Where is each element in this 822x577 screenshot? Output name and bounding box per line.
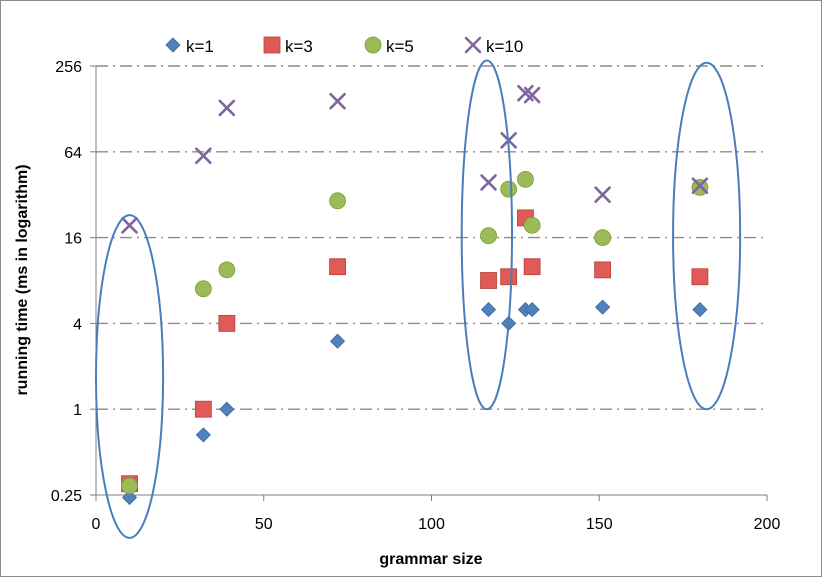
point-k-5-x32 xyxy=(194,280,212,298)
point-k-3-x72 xyxy=(329,258,346,276)
x-tick-label-50: 50 xyxy=(255,516,273,533)
legend-label-k-10: k=10 xyxy=(486,37,523,56)
point-k-3-x32 xyxy=(194,400,212,418)
point-k-10-x151 xyxy=(594,186,611,203)
legend-marker-k-10 xyxy=(464,36,482,54)
point-k-10-x117 xyxy=(480,174,497,191)
legend-label-k-5: k=5 xyxy=(386,37,414,56)
point-k-5-x128 xyxy=(517,170,534,188)
x-axis-title: grammar size xyxy=(379,551,482,568)
series-k-1 xyxy=(121,299,708,506)
point-k-10-x72 xyxy=(329,92,346,110)
legend: k=1 k=3 k=5 k=10 xyxy=(165,36,523,56)
point-k-10-x130 xyxy=(523,86,541,104)
axes xyxy=(95,66,767,496)
point-k-5-x72 xyxy=(329,192,346,210)
x-tick-label-150: 150 xyxy=(586,516,613,533)
point-k-3-x123 xyxy=(500,268,518,286)
point-k-10-x39 xyxy=(218,99,236,117)
point-k-1-x32 xyxy=(195,427,211,443)
point-k-3-x130 xyxy=(523,258,541,276)
point-k-1-x180 xyxy=(692,302,708,318)
point-k-10-x32 xyxy=(195,147,212,165)
y-tick-label-0-25: 0.25 xyxy=(51,488,82,505)
point-k-3-x117 xyxy=(480,272,497,289)
y-tick-label-1: 1 xyxy=(73,402,82,419)
point-k-1-x151 xyxy=(595,299,611,315)
gridlines xyxy=(90,65,767,496)
annotation-ellipse-3 xyxy=(672,61,742,411)
point-k-5-x151 xyxy=(594,229,612,247)
point-k-5-x117 xyxy=(480,227,497,245)
point-k-3-x39 xyxy=(218,314,236,332)
point-k-1-x130 xyxy=(524,302,540,318)
annotation-ellipse-1 xyxy=(95,214,165,539)
series-k-3 xyxy=(121,209,709,493)
y-tick-labels: 0.25 1 4 16 64 256 xyxy=(51,59,82,505)
point-k-1-x72 xyxy=(329,333,346,349)
annotation-ellipse-2 xyxy=(460,59,514,411)
legend-marker-k-1 xyxy=(165,37,181,53)
y-tick-label-256: 256 xyxy=(55,59,82,76)
point-k-5-x130 xyxy=(523,216,541,234)
legend-item-k-10: k=10 xyxy=(464,36,523,56)
annotations xyxy=(95,59,742,539)
y-tick-label-4: 4 xyxy=(73,316,82,333)
point-k-3-x180 xyxy=(691,268,709,286)
x-tick-labels: 0 50 100 150 200 xyxy=(92,495,781,533)
point-k-10-x10 xyxy=(121,217,138,234)
legend-label-k-3: k=3 xyxy=(285,37,313,56)
point-k-1-x10 xyxy=(121,489,138,506)
legend-item-k-5: k=5 xyxy=(364,36,414,56)
data-points xyxy=(121,84,709,506)
series-k-5 xyxy=(121,170,709,495)
legend-marker-k-5 xyxy=(364,36,382,54)
point-k-5-x123 xyxy=(500,180,518,198)
series-k-10 xyxy=(121,84,709,234)
y-tick-label-16: 16 xyxy=(64,231,82,248)
point-k-5-x10 xyxy=(121,477,138,495)
point-k-3-x151 xyxy=(594,261,612,279)
x-tick-label-200: 200 xyxy=(754,516,781,533)
point-k-1-x117 xyxy=(480,302,497,318)
legend-item-k-3: k=3 xyxy=(263,36,313,56)
y-axis-title: running time (ms in logarithm) xyxy=(14,164,31,395)
legend-item-k-1: k=1 xyxy=(165,37,214,56)
legend-marker-k-3 xyxy=(263,36,281,54)
point-k-10-x180 xyxy=(691,177,709,195)
x-tick-label-100: 100 xyxy=(418,516,445,533)
point-k-1-x39 xyxy=(219,401,235,417)
y-tick-label-64: 64 xyxy=(64,145,82,162)
legend-label-k-1: k=1 xyxy=(186,37,214,56)
point-k-5-x39 xyxy=(218,261,236,279)
x-tick-label-0: 0 xyxy=(92,516,101,533)
